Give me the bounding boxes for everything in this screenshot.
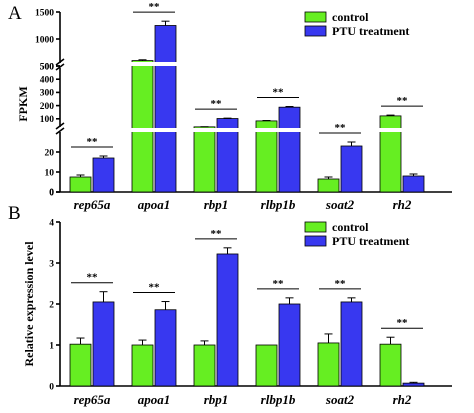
bar-break-gap (278, 128, 301, 132)
y-tick-label: 0 (49, 188, 54, 198)
significance-marker: ** (397, 317, 409, 329)
bar-break-gap (216, 128, 239, 132)
y-tick-label: 2 (49, 300, 54, 310)
category-label: rbp1 (204, 392, 229, 407)
significance-marker: ** (87, 272, 99, 284)
y-tick-label: 500 (40, 62, 55, 72)
bar-ptu (402, 175, 425, 193)
legend-swatch (304, 235, 327, 247)
y-tick-label: 500 (40, 62, 55, 72)
significance-marker: ** (273, 87, 285, 99)
axis-break-mark (55, 127, 65, 135)
y-tick-label: 300 (40, 89, 55, 99)
significance-marker: ** (149, 282, 161, 294)
category-label: rbp1 (204, 197, 229, 212)
category-label: rep65a (74, 197, 111, 212)
category-label: rlbp1b (261, 392, 296, 407)
bar-ptu (278, 106, 301, 193)
bar-break-gap (255, 128, 278, 132)
significance-marker: ** (397, 95, 409, 107)
y-tick-label: 1000 (35, 35, 54, 45)
bar-ptu (216, 253, 239, 387)
significance-marker: ** (211, 228, 223, 240)
category-label: soat2 (325, 197, 355, 212)
legend-label: control (332, 10, 369, 24)
category-label: soat2 (325, 392, 355, 407)
category-label: rep65a (74, 392, 111, 407)
y-tick-label: 4 (49, 218, 54, 228)
bar-ptu (340, 301, 363, 387)
legend-label: PTU treatment (332, 234, 409, 248)
panel-letter: A (8, 3, 22, 24)
bar-ptu (154, 25, 177, 193)
significance-marker: ** (87, 136, 99, 148)
category-label: apoa1 (138, 392, 171, 407)
y-tick-label: 0 (49, 382, 54, 392)
bar-break-gap (131, 128, 154, 132)
bar-control (131, 60, 154, 193)
axis-break-mark (55, 122, 65, 130)
bar-control (69, 176, 92, 193)
panel-letter: B (8, 203, 21, 224)
bar-ptu (402, 382, 425, 387)
y-axis-label: FPKM (16, 86, 30, 121)
panel-b: B 0 1 2 3 4 Relative expression level ** rep65a *… (8, 203, 452, 407)
legend-swatch (304, 25, 327, 37)
y-tick-label: 100 (40, 115, 55, 125)
legend-label: control (332, 220, 369, 234)
significance-marker: ** (335, 278, 347, 290)
y-tick-label: 1 (49, 341, 54, 351)
significance-marker: ** (211, 98, 223, 110)
y-tick-label: 3 (49, 259, 54, 269)
bar-ptu (154, 309, 177, 387)
bar-ptu (92, 301, 115, 387)
category-label: rh2 (393, 197, 412, 212)
bar-control (69, 343, 92, 387)
significance-marker: ** (149, 1, 161, 13)
legend-swatch (304, 11, 327, 23)
y-tick-label: 200 (40, 102, 55, 112)
legend-label: PTU treatment (332, 24, 409, 38)
y-tick-label: 20 (45, 148, 55, 158)
y-axis-label: Relative expression level (22, 241, 36, 367)
category-label: rh2 (393, 392, 412, 407)
y-tick-label: 10 (45, 168, 55, 178)
bar-control (193, 126, 216, 193)
axis-break-mark (55, 58, 65, 66)
significance-marker: ** (335, 122, 347, 134)
y-tick-label: 1500 (35, 8, 54, 18)
bar-break-gap (154, 62, 177, 66)
bar-control (193, 344, 216, 387)
axis-break-mark (55, 63, 65, 71)
bar-control (131, 344, 154, 387)
bar-ptu (278, 303, 301, 387)
significance-marker: ** (273, 278, 285, 290)
panel-a: A01020100200300400500500100015000FPKM**r… (8, 1, 452, 212)
category-label: apoa1 (138, 197, 171, 212)
y-tick-label: 400 (40, 76, 55, 86)
y-tick-label: 0 (49, 188, 54, 198)
bar-control (317, 178, 340, 193)
bar-break-gap (193, 128, 216, 132)
bar-break-gap (131, 62, 154, 66)
bar-control (379, 115, 402, 193)
bar-control (379, 343, 402, 387)
bar-control (255, 344, 278, 387)
bar-ptu (340, 145, 363, 193)
bar-ptu (92, 157, 115, 193)
bar-break-gap (379, 128, 402, 132)
bar-break-gap (154, 128, 177, 132)
legend-swatch (304, 221, 327, 233)
bar-control (317, 342, 340, 387)
category-label: rlbp1b (261, 197, 296, 212)
